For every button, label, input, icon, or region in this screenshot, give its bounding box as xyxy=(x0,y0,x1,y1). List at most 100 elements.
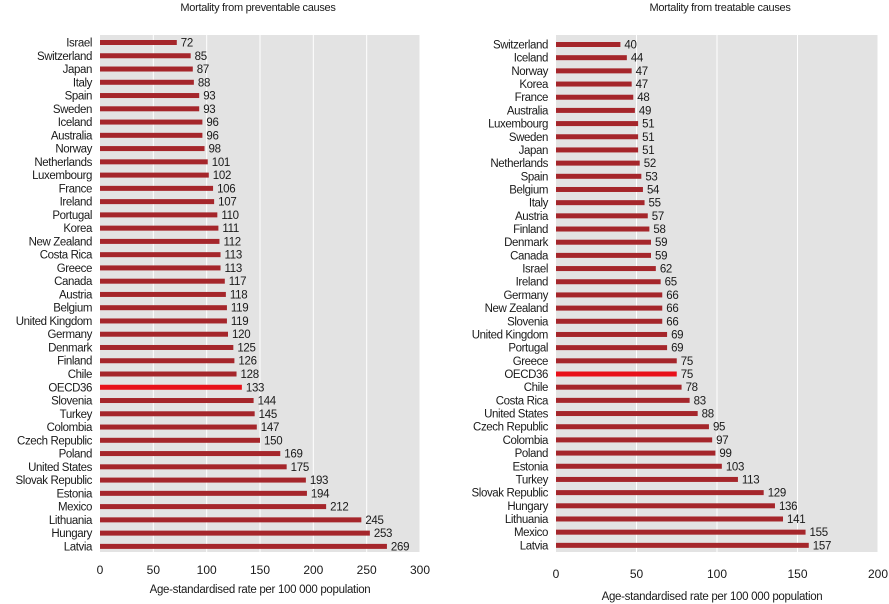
category-label: OECD36 xyxy=(48,382,92,394)
value-label: 113 xyxy=(225,263,242,275)
x-tick-label: 300 xyxy=(410,563,430,577)
value-label: 99 xyxy=(719,448,731,460)
category-label: Ireland xyxy=(60,197,92,209)
bar-greece xyxy=(100,265,221,271)
value-label: 193 xyxy=(310,475,328,487)
bar-chile xyxy=(556,384,682,390)
bar-belgium xyxy=(100,305,227,311)
bar-ireland xyxy=(556,279,661,285)
bar-hungary xyxy=(556,503,775,509)
value-label: 133 xyxy=(246,382,264,394)
value-label: 75 xyxy=(681,356,693,368)
value-label: 72 xyxy=(181,38,193,50)
category-label: Israel xyxy=(522,264,548,276)
bar-colombia xyxy=(100,424,257,430)
category-label: Portugal xyxy=(508,343,548,355)
bar-iceland xyxy=(556,55,627,61)
bar-czech-republic xyxy=(100,437,260,443)
value-label: 87 xyxy=(197,64,209,76)
bar-united-states xyxy=(100,464,287,470)
value-label: 103 xyxy=(726,461,744,473)
category-label: Israel xyxy=(66,38,92,50)
value-label: 155 xyxy=(810,527,828,539)
category-labels: SwitzerlandIcelandNorwayKoreaFranceAustr… xyxy=(472,40,550,553)
category-label: Czech Republic xyxy=(17,435,93,447)
bar-italy xyxy=(556,200,645,206)
category-label: Finland xyxy=(513,224,548,236)
bar-new-zealand xyxy=(556,305,663,311)
category-label: Germany xyxy=(504,290,549,302)
value-label: 106 xyxy=(217,183,235,195)
value-label: 145 xyxy=(259,409,277,421)
value-label: 85 xyxy=(195,51,207,63)
bar-canada xyxy=(556,252,651,258)
category-label: United Kingdom xyxy=(16,316,92,328)
bar-czech-republic xyxy=(556,424,709,430)
category-label: Greece xyxy=(513,356,548,368)
bar-netherlands xyxy=(556,160,640,166)
category-label: Italy xyxy=(73,77,93,89)
bar-chile xyxy=(100,371,237,377)
category-label: Canada xyxy=(54,276,93,288)
bar-lithuania xyxy=(556,516,784,522)
category-label: Sweden xyxy=(53,104,92,116)
value-label: 97 xyxy=(716,435,728,447)
value-label: 175 xyxy=(291,462,309,474)
category-label: Netherlands xyxy=(490,158,548,170)
bar-denmark xyxy=(100,344,234,350)
category-label: Poland xyxy=(515,448,548,460)
value-label: 69 xyxy=(671,329,683,341)
value-label: 62 xyxy=(660,264,672,276)
category-label: OECD36 xyxy=(504,369,548,381)
value-label: 66 xyxy=(666,303,678,315)
value-label: 51 xyxy=(642,119,654,131)
bar-finland xyxy=(556,226,650,232)
category-label: Switzerland xyxy=(37,51,92,63)
value-label: 157 xyxy=(813,540,831,552)
category-label: United Kingdom xyxy=(472,329,548,341)
bar-denmark xyxy=(556,239,651,245)
value-label: 69 xyxy=(671,343,683,355)
bar-spain xyxy=(556,173,642,179)
bar-sweden xyxy=(556,134,639,140)
bar-france xyxy=(556,94,634,100)
category-label: Colombia xyxy=(47,422,93,434)
category-label: Portugal xyxy=(52,210,92,222)
bar-lithuania xyxy=(100,517,362,523)
value-label: 66 xyxy=(666,316,678,328)
bar-korea xyxy=(556,81,632,87)
category-label: Chile xyxy=(524,382,548,394)
value-label: 40 xyxy=(624,40,636,52)
x-tick-label: 200 xyxy=(303,563,323,577)
bar-series xyxy=(556,42,809,548)
category-label: United States xyxy=(28,462,92,474)
value-label: 88 xyxy=(198,77,210,89)
value-label: 113 xyxy=(742,474,759,486)
value-label: 129 xyxy=(768,488,786,500)
category-label: Costa Rica xyxy=(496,395,549,407)
bar-israel xyxy=(100,40,177,45)
value-label: 93 xyxy=(203,104,215,116)
bar-new-zealand xyxy=(100,238,220,244)
bar-korea xyxy=(100,225,219,231)
category-label: Hungary xyxy=(507,501,548,513)
value-label: 49 xyxy=(639,105,651,117)
category-label: Hungary xyxy=(51,528,92,540)
value-label: 117 xyxy=(229,276,246,288)
bar-united-kingdom xyxy=(556,331,668,337)
bar-slovak-republic xyxy=(556,490,764,496)
x-tick-label: 0 xyxy=(97,563,104,577)
value-label: 47 xyxy=(636,79,648,91)
category-label: Lithuania xyxy=(49,515,93,527)
bar-colombia xyxy=(556,437,713,443)
bar-united-states xyxy=(556,411,698,417)
bar-luxembourg xyxy=(100,172,209,178)
value-label: 55 xyxy=(649,198,661,210)
category-label: Norway xyxy=(511,66,548,78)
value-label: 96 xyxy=(206,117,218,129)
bar-ireland xyxy=(100,199,215,205)
bar-latvia xyxy=(556,542,809,548)
value-label: 51 xyxy=(642,132,654,144)
x-tick-label: 150 xyxy=(250,563,270,577)
bar-spain xyxy=(100,93,200,99)
